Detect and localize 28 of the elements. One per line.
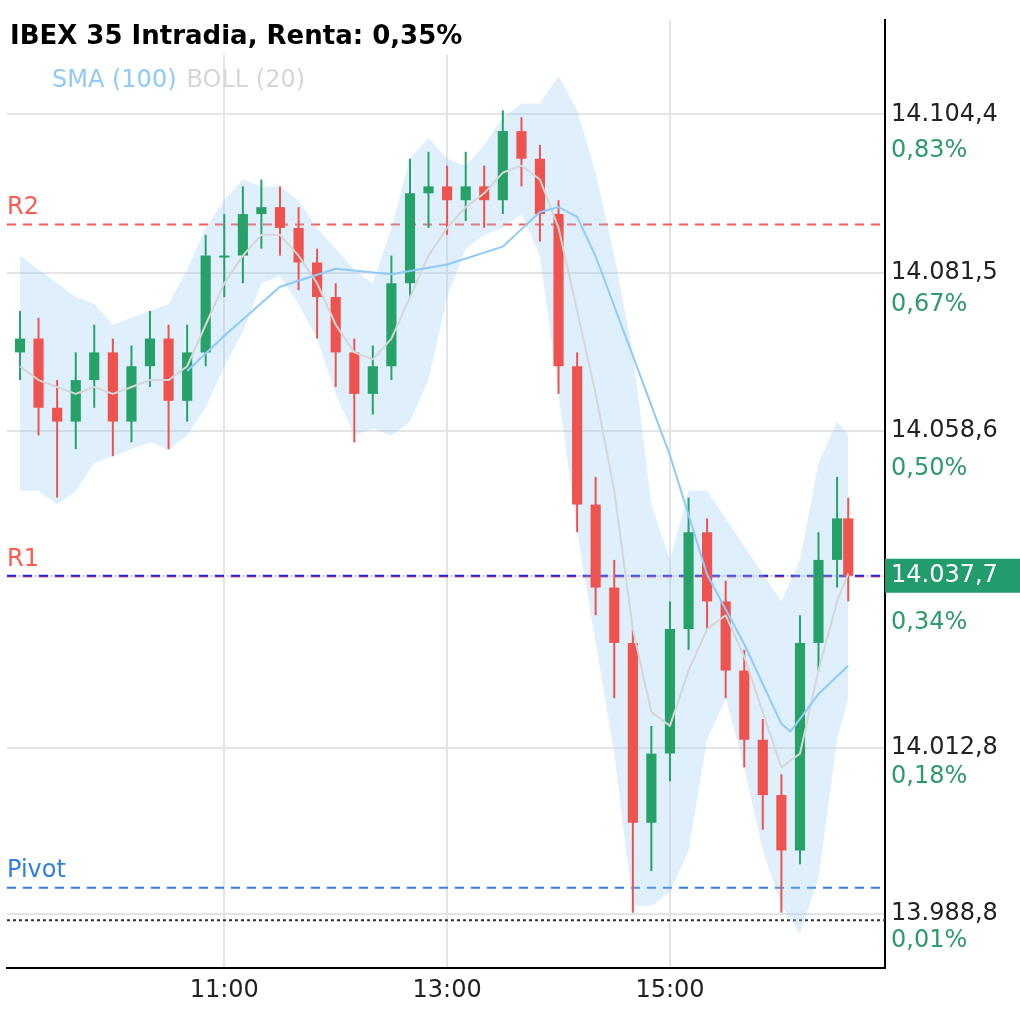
y-tick-label: 14.104,4 bbox=[891, 98, 998, 127]
candlestick bbox=[274, 185, 286, 257]
x-tick-label: 11:00 bbox=[189, 974, 259, 1003]
y-tick-label: 14.037,7 bbox=[891, 560, 998, 589]
x-tick-label: 13:00 bbox=[412, 974, 482, 1003]
ref-line-label: R1 bbox=[7, 543, 39, 572]
y2-tick-label: 0,67% bbox=[891, 289, 968, 318]
y2-tick-label: 0,50% bbox=[891, 452, 968, 481]
chart-title: IBEX 35 Intradia, Renta: 0,35% bbox=[10, 20, 463, 51]
y2-tick-label: 0,83% bbox=[891, 134, 968, 163]
y2-tick-label: 0,18% bbox=[891, 761, 968, 790]
y2-tick-label: 0,34% bbox=[891, 607, 968, 636]
x-tick-label: 15:00 bbox=[635, 974, 705, 1003]
y-tick-label: 14.058,6 bbox=[891, 415, 998, 444]
candlestick bbox=[423, 150, 434, 229]
text: SMA (100) bbox=[52, 64, 177, 93]
ref-line-label: Pivot bbox=[7, 855, 66, 883]
candlestick bbox=[442, 164, 453, 236]
candlestick bbox=[14, 309, 26, 382]
y-tick-label: 13.988,8 bbox=[891, 898, 998, 927]
ref-line-label: R2 bbox=[7, 191, 39, 220]
y-tick-label: 14.012,8 bbox=[891, 732, 998, 761]
y-tick-label: 14.081,5 bbox=[891, 257, 998, 286]
candlestick bbox=[256, 178, 267, 250]
candlestick bbox=[52, 379, 63, 499]
candlestick bbox=[219, 213, 230, 299]
candlestick bbox=[460, 150, 471, 222]
y2-tick-label: 0,01% bbox=[891, 925, 968, 954]
